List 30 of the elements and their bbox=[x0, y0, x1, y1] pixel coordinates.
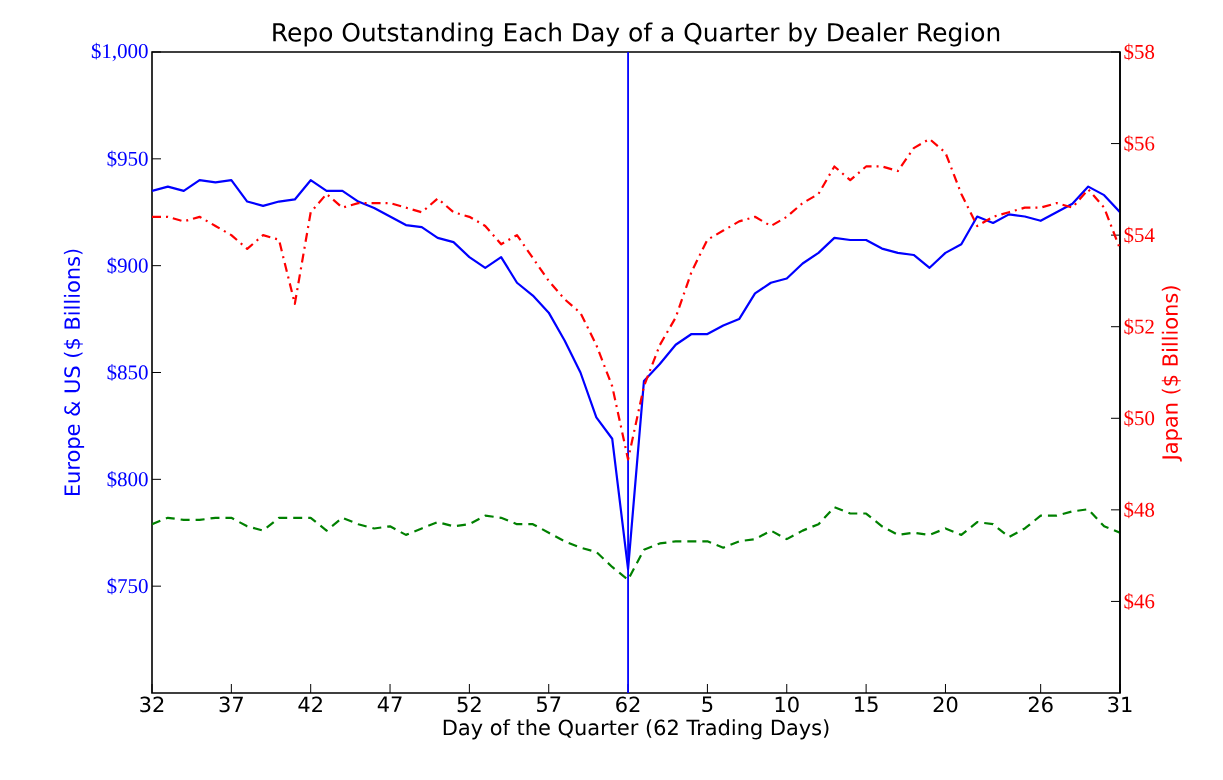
x-axis-title: Day of the Quarter (62 Trading Days) bbox=[443, 719, 829, 740]
y2-tick-label: $58 bbox=[1124, 43, 1155, 61]
y2-tick-label: $52 bbox=[1124, 318, 1154, 336]
x-tick-label: 32 bbox=[140, 696, 164, 713]
y2-tick-label: $46 bbox=[1124, 593, 1155, 610]
x-tick-label: 62 bbox=[616, 696, 640, 713]
x-tick-label: 20 bbox=[933, 696, 958, 713]
y2-tick-label: $54 bbox=[1124, 226, 1155, 244]
x-tick-label: 52 bbox=[457, 696, 481, 713]
x-tick-label: 47 bbox=[377, 696, 402, 712]
y-tick-label: $950 bbox=[107, 150, 148, 168]
y-axis-title: Europe & US ($ Billions) bbox=[63, 249, 85, 496]
x-tick-label: 37 bbox=[219, 696, 243, 713]
x-tick-label: 57 bbox=[537, 696, 561, 713]
x-tick-label: 15 bbox=[855, 696, 878, 713]
x-tick-label: 42 bbox=[298, 696, 322, 713]
y2-tick-label: $48 bbox=[1124, 501, 1155, 519]
x-tick-label: 26 bbox=[1028, 696, 1053, 713]
y2-axis-title: Japan ($ Billions) bbox=[1161, 286, 1183, 462]
x-tick-label: 10 bbox=[775, 696, 799, 713]
chart-title: Repo Outstanding Each Day of a Quarter by Dealer Region bbox=[273, 22, 1000, 47]
y-tick-label: $1,000 bbox=[91, 42, 148, 62]
y-tick-label: $750 bbox=[107, 577, 148, 595]
x-tick-label: 5 bbox=[702, 696, 713, 713]
y-tick-label: $900 bbox=[107, 257, 148, 275]
y2-tick-label: $56 bbox=[1124, 135, 1155, 152]
y-tick-label: $800 bbox=[107, 470, 148, 488]
y-tick-label: $850 bbox=[107, 364, 148, 381]
x-tick-label: 31 bbox=[1108, 696, 1132, 713]
y2-tick-label: $50 bbox=[1124, 409, 1155, 427]
